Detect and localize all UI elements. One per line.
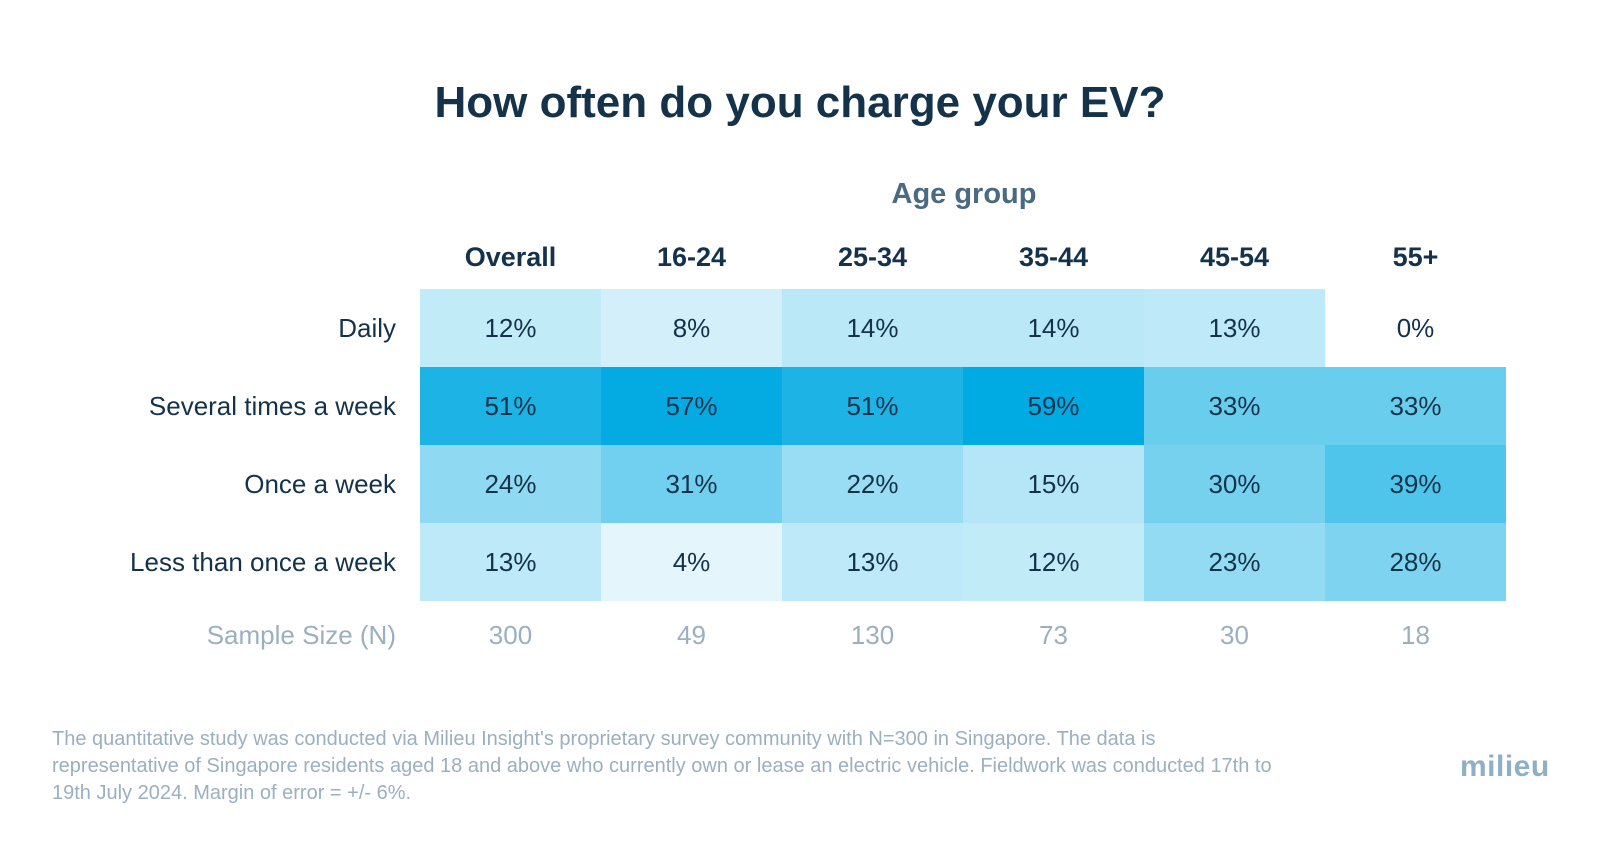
heatmap-cell-r0-c4: 13% [1144,289,1325,367]
heatmap-cell-r3-c0: 13% [420,523,601,601]
sample-size-25-34: 130 [850,620,895,650]
heatmap-cell-r1-c1: 57% [601,367,782,445]
column-header-35-44: 35-44 [1018,242,1089,272]
heatmap-cell-r3-c2: 13% [782,523,963,601]
column-header-25-34: 25-34 [837,242,908,272]
column-header-overall: Overall [464,242,557,272]
heatmap-cell-r2-c3: 15% [963,445,1144,523]
column-header-45-54: 45-54 [1199,242,1270,272]
heatmap-cell-r3-c4: 23% [1144,523,1325,601]
sample-size-overall: 300 [488,620,533,650]
heatmap-cell-r3-c5: 28% [1325,523,1506,601]
heatmap-cell-r1-c0: 51% [420,367,601,445]
heatmap-cell-r1-c5: 33% [1325,367,1506,445]
row-label-daily: Daily [338,313,396,343]
heatmap-cell-r0-c3: 14% [963,289,1144,367]
chart-title: How often do you charge your EV? [434,78,1166,127]
sample-size-35-44: 73 [1039,620,1068,650]
row-label-less-than-once-a-week: Less than once a week [130,547,396,577]
sample-size-16-24: 49 [677,620,706,650]
sample-size-45-54: 30 [1220,620,1249,650]
heatmap-cell-r2-c1: 31% [601,445,782,523]
milieu-logo: milieu [1460,750,1550,783]
heatmap-cell-r0-c5: 0% [1325,289,1506,367]
row-label-several-times-a-week: Several times a week [148,391,396,421]
row-label-once-a-week: Once a week [244,469,396,499]
column-group-label: Age group [891,178,1037,210]
heatmap-cell-r1-c2: 51% [782,367,963,445]
sample-size-55-plus: 18 [1401,620,1430,650]
heatmap-cell-r3-c1: 4% [601,523,782,601]
sample-size-label: Sample Size (N) [206,620,396,650]
heatmap-cell-r2-c5: 39% [1325,445,1506,523]
column-header-55-plus: 55+ [1392,242,1439,272]
column-header-16-24: 16-24 [656,242,727,272]
heatmap-cell-r2-c4: 30% [1144,445,1325,523]
heatmap-cell-r0-c1: 8% [601,289,782,367]
heatmap-cell-r2-c2: 22% [782,445,963,523]
heatmap-cell-r1-c4: 33% [1144,367,1325,445]
heatmap-cell-r0-c2: 14% [782,289,963,367]
heatmap-cell-r0-c0: 12% [420,289,601,367]
methodology-footnote: The quantitative study was conducted via… [52,728,1272,804]
heatmap-cell-r2-c0: 24% [420,445,601,523]
heatmap-cell-r3-c3: 12% [963,523,1144,601]
heatmap-cell-r1-c3: 59% [963,367,1144,445]
